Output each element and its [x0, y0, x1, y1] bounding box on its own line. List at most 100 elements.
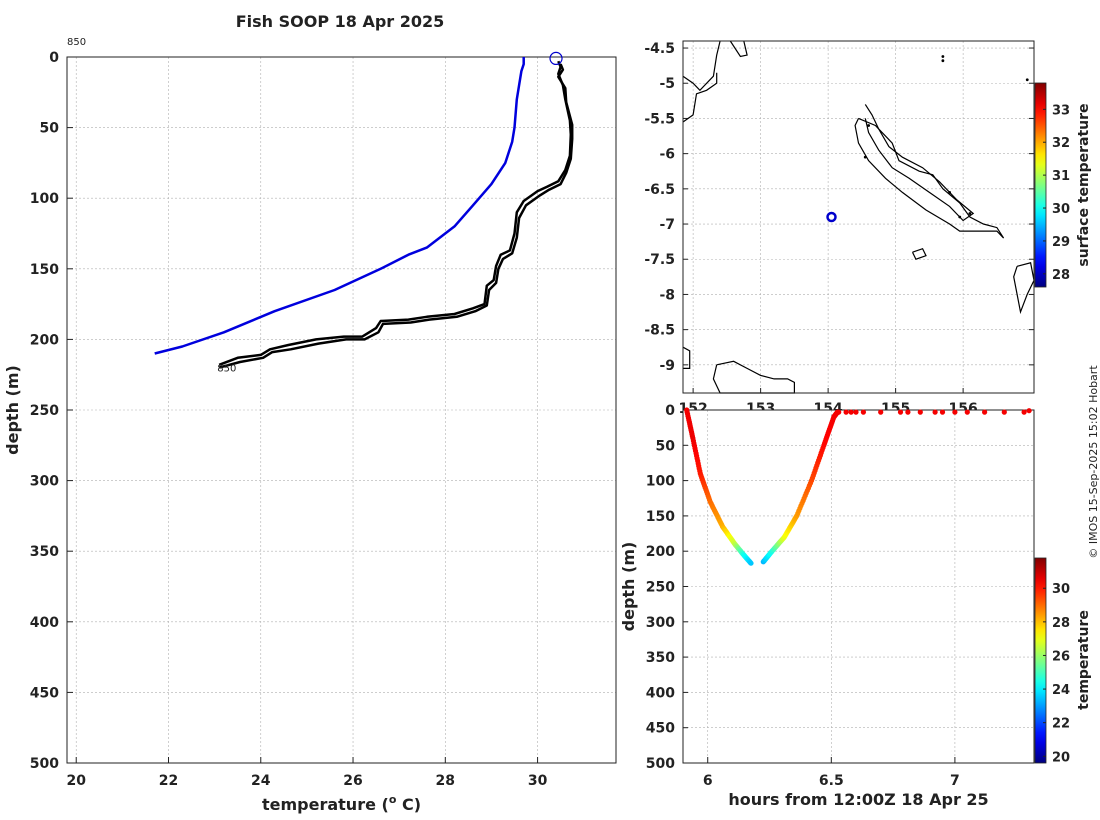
colorbar-tick-label: 20	[1052, 750, 1070, 765]
axes-frame	[66, 56, 617, 764]
chart-title: Fish SOOP 18 Apr 2025	[236, 12, 445, 31]
series-line-profile-b	[218, 63, 574, 369]
down-cast-point	[748, 560, 754, 566]
x-axis-label-tail: C)	[396, 795, 421, 814]
y-tick-label: 500	[30, 756, 59, 772]
lat-tick-label: -4.5	[644, 41, 675, 57]
lat-tick-label: -9	[659, 358, 675, 374]
islet	[867, 124, 871, 127]
y-tick-label: 150	[30, 262, 59, 278]
y-tick-label: 0	[49, 50, 59, 66]
ship-position-marker	[826, 211, 837, 223]
surface-point	[897, 409, 904, 415]
x-tick-label: 7	[950, 773, 960, 789]
surface-point	[964, 409, 970, 415]
coastline	[712, 360, 795, 394]
y-tick-label: 0	[665, 403, 675, 419]
y-tick-label: 300	[646, 615, 675, 631]
y-tick-label: 250	[646, 580, 675, 596]
surface-point	[848, 409, 854, 415]
colorbar-tick-label: 31	[1052, 169, 1070, 184]
start-marker	[549, 51, 563, 66]
colorbar-tick-label: 33	[1052, 103, 1070, 118]
x-tick-label: 24	[251, 773, 271, 789]
surface-point	[843, 409, 849, 415]
surface-point	[1026, 408, 1032, 414]
plot-area	[67, 57, 616, 763]
colorbar-tick-label: 30	[1052, 202, 1070, 217]
x-tick-label: 22	[159, 773, 178, 789]
surface-point	[853, 409, 859, 415]
coastline	[682, 40, 721, 92]
series-line-climatology	[154, 57, 525, 355]
cruise-label-top: 850	[67, 37, 86, 48]
colorbar-bar	[1034, 557, 1047, 764]
lat-tick-label: -6.5	[644, 182, 675, 198]
y-tick-label: 200	[30, 332, 59, 348]
lat-tick-label: -7.5	[644, 252, 675, 268]
colorbar-tick-label: 32	[1052, 136, 1070, 151]
lat-tick-label: -6	[659, 147, 675, 163]
y-tick-label: 100	[30, 191, 59, 207]
series-line-profile-a	[218, 60, 573, 366]
colorbar-tick-label: 26	[1052, 649, 1070, 664]
islet	[941, 55, 945, 58]
surface-point	[932, 409, 938, 415]
colorbar-tick-label: 28	[1052, 268, 1070, 283]
coastline	[854, 117, 1005, 239]
coastline	[682, 72, 718, 123]
colorbar-tick-label: 24	[1052, 683, 1070, 698]
credit-text: © IMOS 15-Sep-2025 15:02 Hobart	[1087, 365, 1100, 559]
surface-point	[1001, 409, 1007, 415]
islet	[863, 155, 867, 159]
map-area	[683, 41, 1034, 393]
x-tick-label: 6	[703, 773, 713, 789]
temperature-profile-panel: 20 22 24 26 28 300501001502002503003504004505…	[3, 37, 617, 814]
y-tick-label: 50	[40, 121, 60, 137]
surface-point	[905, 409, 911, 415]
surface-point	[917, 409, 923, 415]
islet	[1025, 78, 1029, 82]
surface-point	[952, 409, 958, 415]
y-tick-label: 200	[646, 544, 675, 560]
islet	[948, 190, 952, 194]
islet	[958, 215, 962, 219]
islet	[941, 59, 945, 63]
x-axis-label-main: temperature (	[262, 795, 389, 814]
coastline	[682, 346, 691, 369]
x-tick-label: 26	[343, 773, 362, 789]
coastline	[729, 40, 748, 58]
map-frame	[682, 40, 1035, 394]
y-tick-label: 350	[30, 544, 59, 560]
depth-time-panel: 6 6.5 7 0 50 100 150 200 250 300 350 400 450 500 hours…	[619, 403, 1035, 809]
y-axis-label: depth (m)	[619, 542, 638, 632]
lat-tick-label: -7	[659, 217, 675, 233]
y-tick-label: 450	[646, 721, 675, 737]
colorbar-label: temperature	[1076, 610, 1092, 710]
y-tick-label: 400	[646, 685, 675, 701]
x-tick-label: 30	[528, 773, 548, 789]
lat-tick-label: -5	[659, 76, 675, 92]
x-axis-label: hours from 12:00Z 18 Apr 25	[728, 790, 988, 809]
coastline	[911, 247, 927, 260]
surface-point	[878, 409, 884, 415]
x-axis-label-sup: o	[389, 793, 397, 806]
y-tick-label: 250	[30, 403, 59, 419]
colorbar-tick-label: 30	[1052, 582, 1070, 597]
x-tick-label: 28	[436, 773, 455, 789]
x-tick-label: 6.5	[819, 773, 844, 789]
lat-tick-label: -8.5	[644, 323, 675, 339]
colorbar-tick-label: 22	[1052, 717, 1070, 732]
coastline	[1013, 262, 1035, 315]
y-tick-label: 300	[30, 474, 59, 490]
axes-frame	[682, 409, 1035, 764]
surface-point	[860, 409, 867, 415]
y-tick-label: 350	[646, 650, 675, 666]
surface-point	[836, 409, 842, 415]
surface-temperature-colorbar: 28 29 30 31 32 33 surface temperature	[1034, 82, 1092, 288]
y-tick-label: 450	[30, 685, 59, 701]
coastline	[864, 104, 975, 222]
cruise-label-bottom: 850	[217, 364, 236, 375]
surface-point	[1021, 409, 1027, 415]
